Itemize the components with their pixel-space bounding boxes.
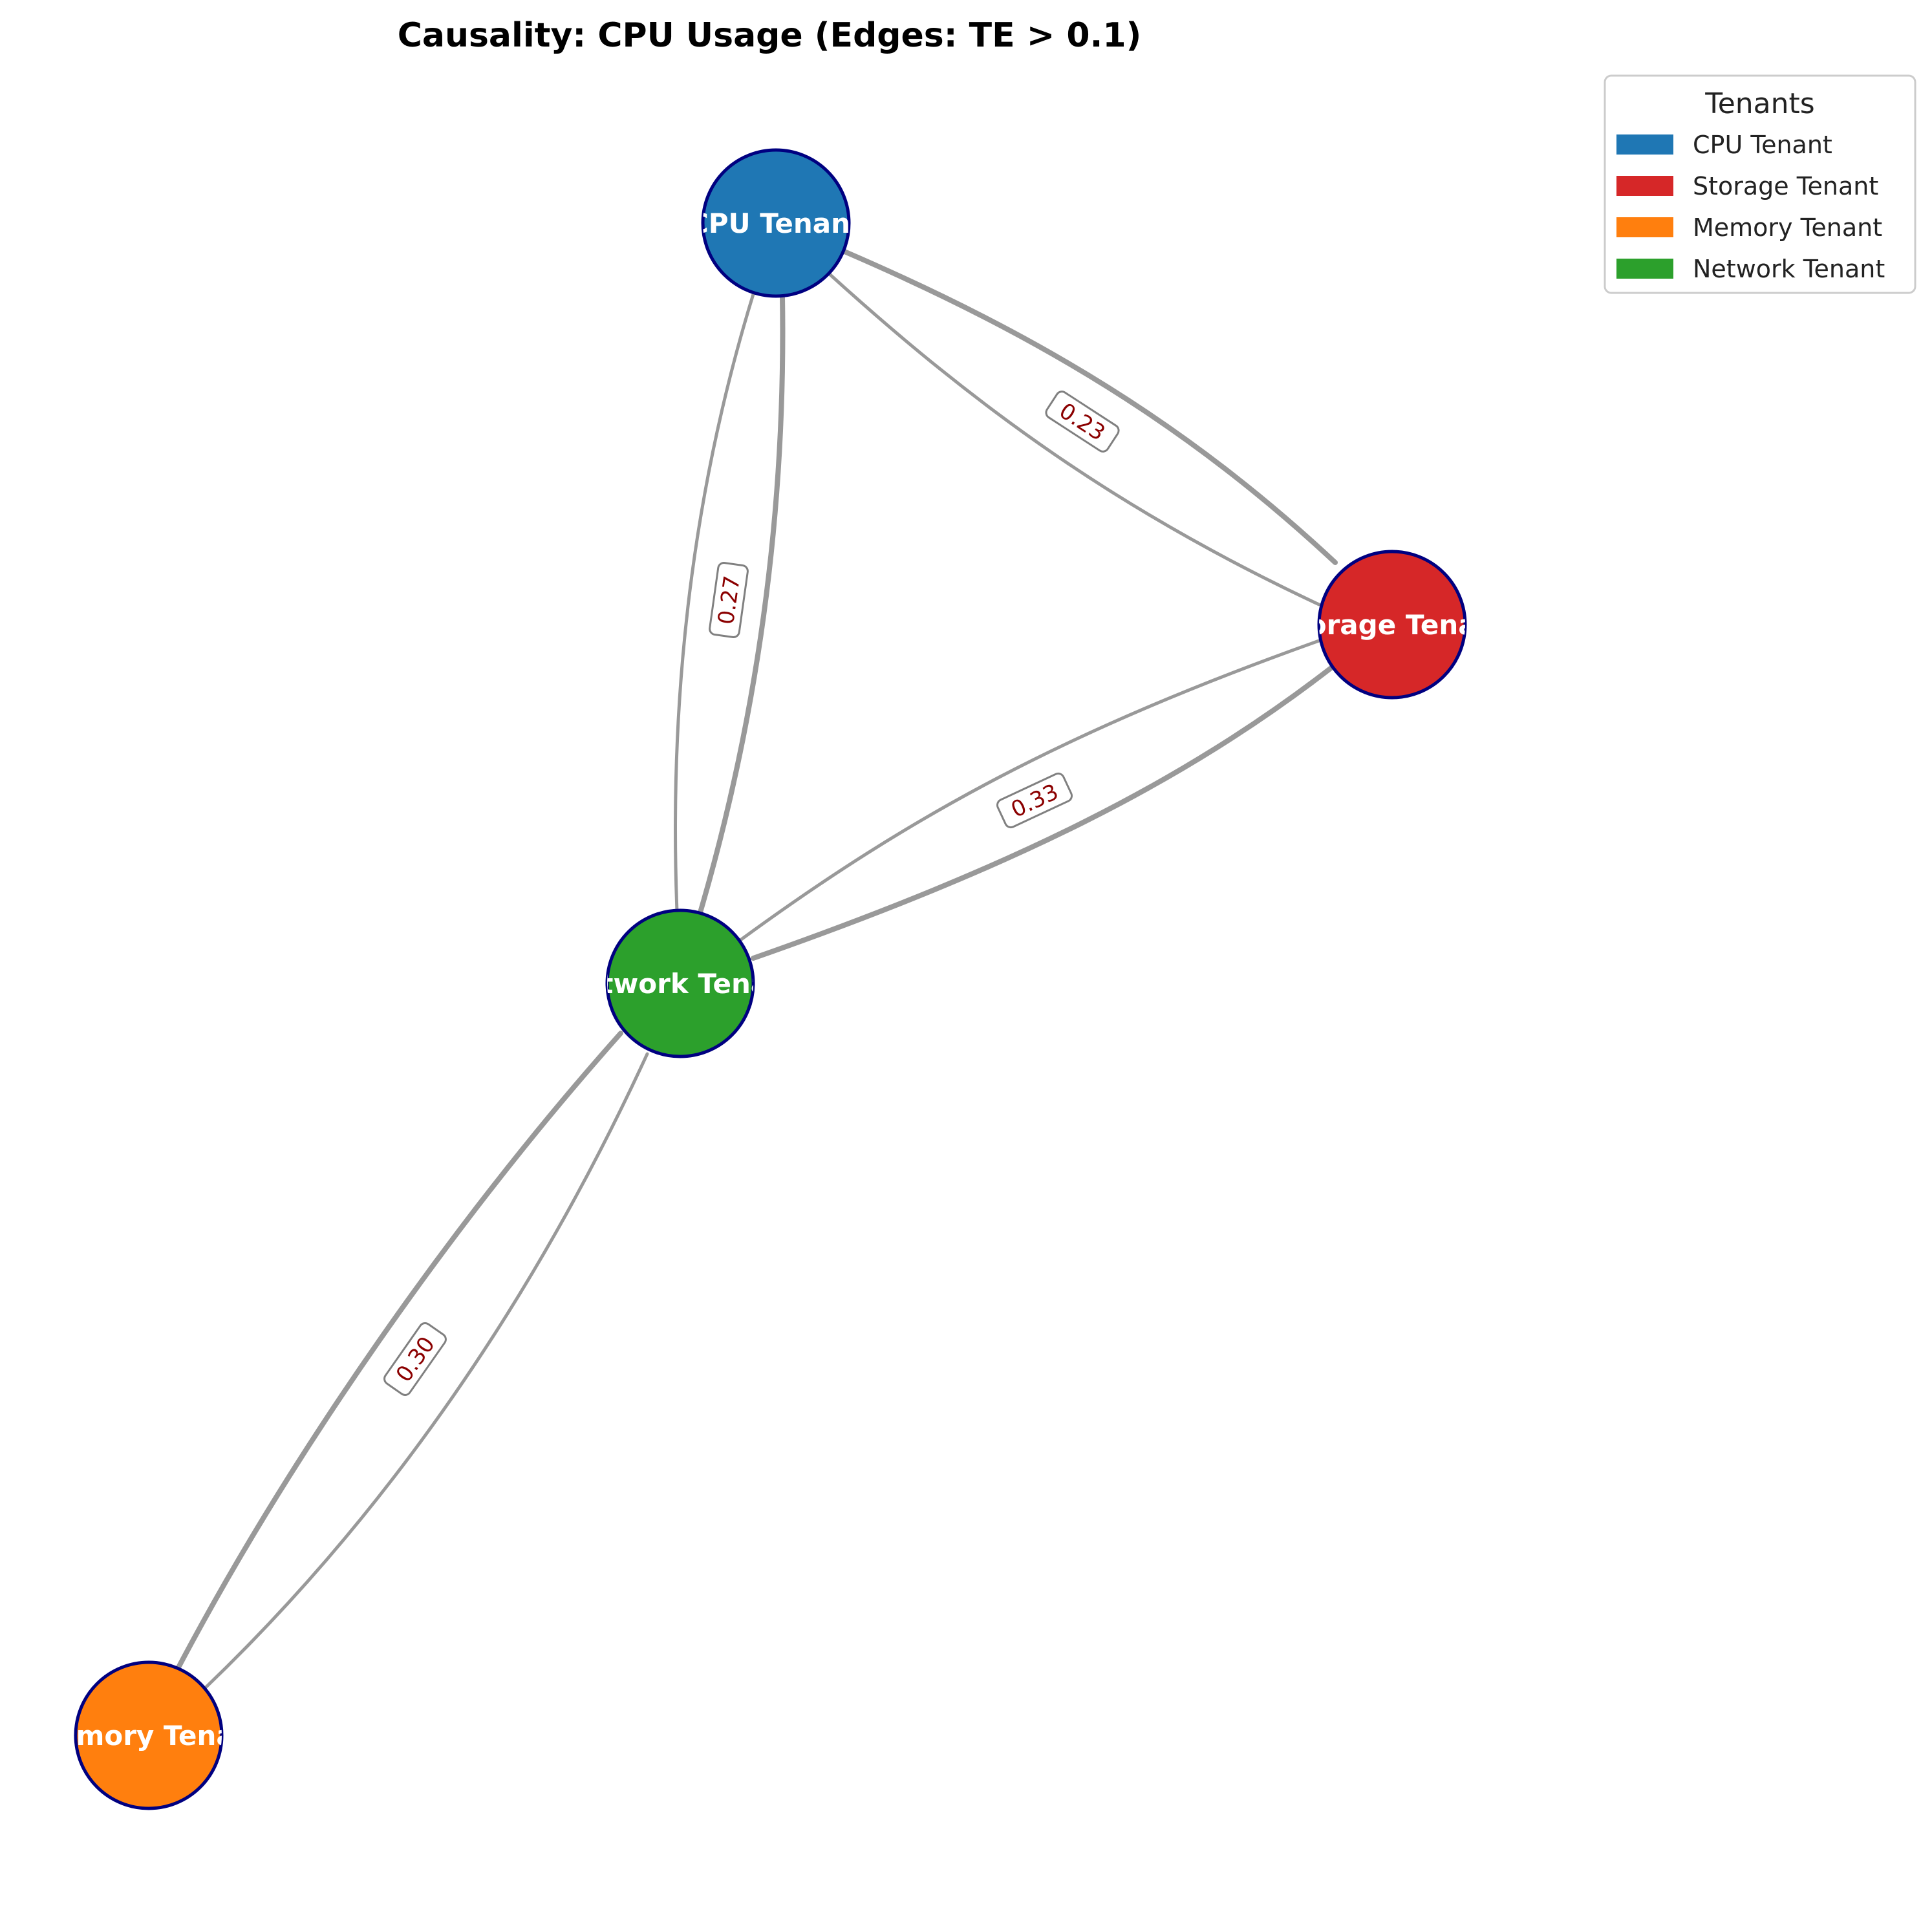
legend: Tenants CPU Tenant Storage Tenant Memory… — [1604, 74, 1916, 294]
legend-swatch-network — [1616, 259, 1673, 279]
node-label: Storage Tenant — [1275, 609, 1508, 641]
legend-label-cpu: CPU Tenant — [1693, 131, 1832, 159]
legend-swatch-storage — [1616, 176, 1673, 196]
node-label: Network Tenant — [559, 968, 801, 1000]
node-storage-tenant: Storage Tenant — [1275, 550, 1508, 700]
edge-cpu-to-network — [674, 292, 755, 913]
edge-memory-to-network — [177, 1031, 623, 1669]
edge-label-network-storage: 0.33 — [996, 772, 1073, 829]
legend-label-storage: Storage Tenant — [1693, 172, 1878, 200]
edge-label-network-memory: 0.30 — [383, 1322, 447, 1397]
legend-swatch-memory — [1616, 217, 1673, 237]
legend-swatch-cpu — [1616, 134, 1673, 155]
edge-storage-to-network — [738, 639, 1321, 942]
edge-network-to-storage — [751, 665, 1335, 961]
node-cpu-tenant: CPU Tenant — [689, 148, 863, 298]
node-label: Memory Tenant — [30, 1720, 266, 1752]
node-label: CPU Tenant — [689, 208, 863, 239]
edge-cpu-to-storage — [828, 272, 1321, 606]
legend-label-memory: Memory Tenant — [1693, 213, 1882, 242]
chart-title: Causality: CPU Usage (Edges: TE > 0.1) — [398, 16, 1142, 55]
edge-label-cpu-storage: 0.23 — [1045, 391, 1120, 453]
legend-title: Tenants — [1704, 87, 1814, 120]
legend-label-network: Network Tenant — [1693, 255, 1885, 283]
edge-network-to-cpu — [698, 294, 786, 915]
node-memory-tenant: Memory Tenant — [30, 1660, 266, 1810]
node-network-tenant: Network Tenant — [559, 908, 801, 1058]
edge-network-to-memory — [204, 1052, 649, 1689]
edge-label-cpu-network: 0.27 — [709, 562, 749, 638]
legend-frame — [1604, 74, 1916, 294]
edge-storage-to-cpu — [842, 249, 1338, 565]
edges — [177, 249, 1338, 1689]
